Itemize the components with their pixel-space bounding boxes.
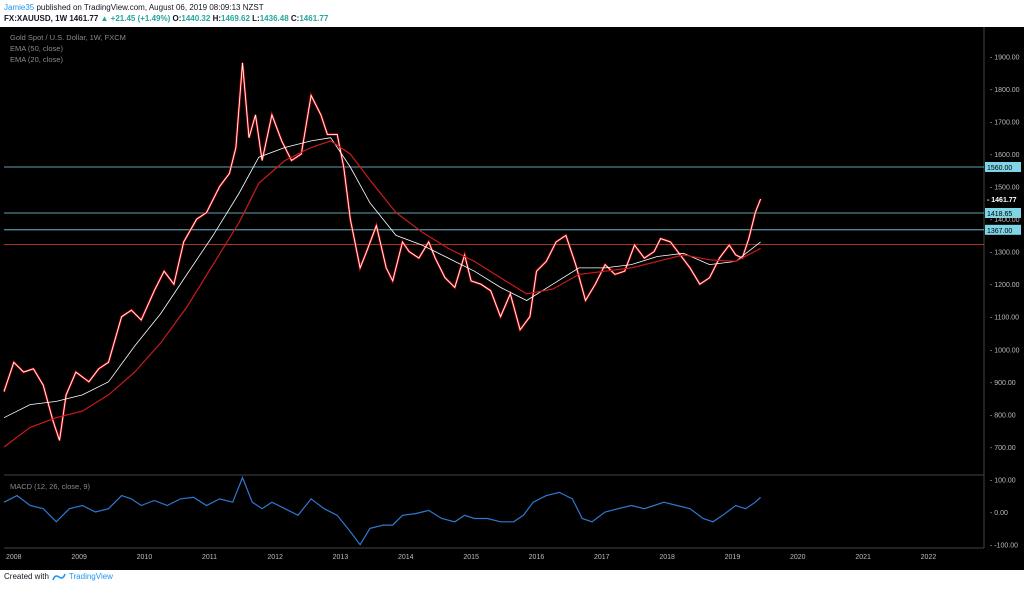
price-chart[interactable]: 1560.00 1418.65 1367.00 - 1461.77 - 1900.00…	[0, 27, 1024, 570]
year-tick-label: 2022	[921, 554, 937, 561]
low-value: 1436.48	[259, 14, 289, 23]
price-tick-label: - 1400.00	[990, 217, 1020, 224]
symbol-bar: FX:XAUUSD, 1W 1461.77 ▲ +21.45 (+1.49%) …	[4, 13, 328, 24]
macd-line	[3, 475, 762, 546]
year-tick-label: 2019	[725, 554, 741, 561]
price-tick-label: - 1100.00	[990, 315, 1019, 322]
open-value: 1440.32	[181, 14, 211, 23]
price-tick-label: - 700.00	[990, 445, 1016, 452]
year-tick-label: 2010	[137, 554, 153, 561]
price-tick-label: - 1700.00	[990, 119, 1020, 126]
low-label: L:	[252, 14, 260, 23]
created-with-text: Created with	[4, 572, 49, 581]
price-tick-label: - 1300.00	[990, 250, 1020, 257]
chart-grid	[4, 27, 985, 549]
macd-tick-label: - 0.00	[990, 510, 1008, 517]
price-tick-label: - 800.00	[990, 412, 1016, 419]
macd-tick-label: - -100.00	[990, 543, 1018, 550]
time-axis[interactable]: 2008 2009 2010 2011 2012 2013 2014 2015 2016 2017…	[6, 554, 936, 561]
year-tick-label: 2015	[463, 554, 479, 561]
up-arrow-icon: ▲	[100, 14, 109, 23]
tradingview-logo-icon	[52, 573, 66, 580]
year-tick-label: 2009	[71, 554, 87, 561]
last-price-box	[985, 193, 1021, 204]
level-lines: 1560.00 1418.65 1367.00 - 1461.77	[4, 161, 1021, 245]
level-label-box	[985, 208, 1021, 219]
price-tick-label: - 1800.00	[990, 87, 1020, 94]
high-label: H:	[212, 14, 222, 23]
year-tick-label: 2017	[594, 554, 610, 561]
price-tick-label: - 1600.00	[990, 152, 1020, 159]
price-tick-label: - 1500.00	[990, 185, 1020, 192]
year-tick-label: 2013	[333, 554, 349, 561]
close-value: 1461.77	[299, 14, 329, 23]
ema50-line-shadow	[3, 137, 761, 419]
high-value: 1469.62	[221, 14, 250, 23]
price-tick-label: - 1900.00	[990, 54, 1020, 61]
ema20-line-shadow	[3, 140, 761, 448]
level-label: 1560.00	[987, 165, 1012, 172]
footer: Created with TradingView	[4, 572, 113, 581]
price-change: +21.45 (+1.49%)	[110, 14, 171, 23]
year-tick-label: 2020	[790, 554, 806, 561]
year-tick-label: 2008	[6, 554, 22, 561]
symbol-name: FX:XAUUSD, 1W	[4, 14, 68, 23]
year-tick-label: 2016	[529, 554, 545, 561]
legend-ema50: EMA (50, close)	[10, 44, 63, 53]
legend-macd: MACD (12, 26, close, 9)	[10, 482, 91, 491]
last-price-label: - 1461.77	[987, 197, 1017, 204]
macd-tick-label: - 100.00	[990, 477, 1016, 484]
level-label: 1418.65	[987, 211, 1012, 218]
publish-header: Jamie35 published on TradingView.com, Au…	[4, 2, 264, 13]
year-tick-label: 2011	[202, 554, 217, 561]
close-label: C:	[290, 14, 300, 23]
level-label-box	[985, 161, 1021, 172]
level-label: 1367.00	[987, 228, 1012, 235]
last-price: 1461.77	[69, 14, 99, 23]
series-layer	[2, 62, 762, 448]
legend-ema20: EMA (20, close)	[10, 55, 63, 64]
price-tick-label: - 1200.00	[990, 282, 1020, 289]
publish-text: published on TradingView.com, August 06,…	[34, 3, 264, 12]
price-tick-label: - 900.00	[990, 380, 1016, 387]
open-label: O:	[172, 14, 182, 23]
price-tick-label: - 1000.00	[990, 347, 1020, 354]
author-link[interactable]: Jamie35	[4, 3, 35, 12]
price-axis[interactable]: - 1900.00 - 1800.00 - 1700.00 - 1600.00 - 15…	[990, 54, 1020, 549]
year-tick-label: 2014	[398, 554, 414, 561]
macd-layer	[3, 475, 762, 546]
legend-title: Gold Spot / U.S. Dollar, 1W, FXCM	[10, 33, 126, 42]
level-label-box	[985, 224, 1021, 235]
price-line	[3, 62, 762, 441]
tradingview-link[interactable]: TradingView	[68, 572, 113, 581]
year-tick-label: 2021	[855, 554, 871, 561]
year-tick-label: 2018	[659, 554, 675, 561]
year-tick-label: 2012	[267, 554, 283, 561]
